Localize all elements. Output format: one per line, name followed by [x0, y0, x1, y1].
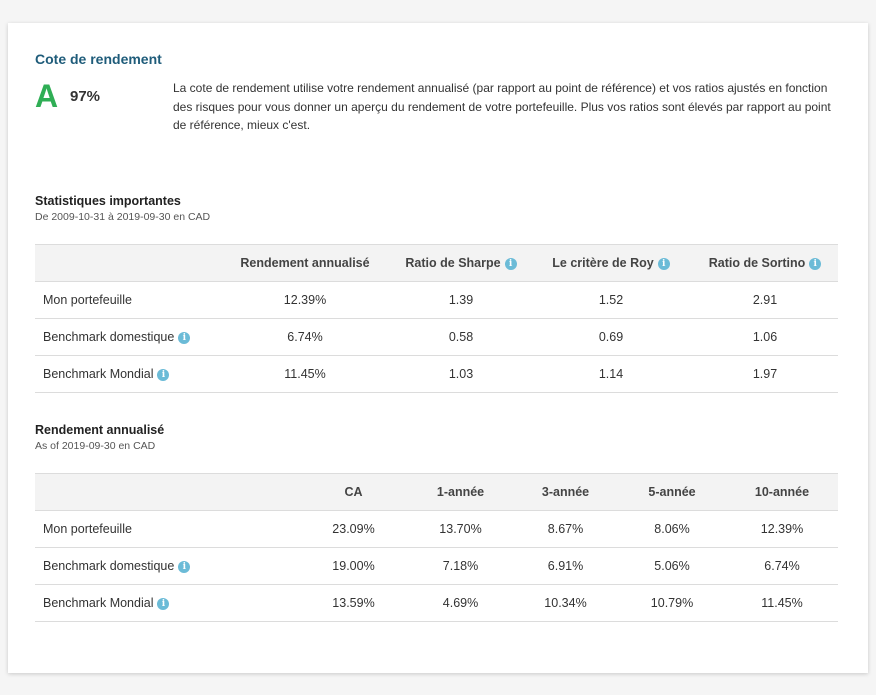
- table-cell: 6.74%: [726, 547, 838, 585]
- stats-header-empty: [35, 244, 218, 282]
- stats-header-annualized: Rendement annualisé: [218, 244, 392, 282]
- row-label: Benchmark Mondial i: [35, 584, 299, 622]
- table-cell: 12.39%: [726, 510, 838, 548]
- table-cell: 4.69%: [408, 584, 513, 622]
- info-icon[interactable]: i: [157, 369, 170, 381]
- annualized-subtitle: As of 2019-09-30 en CAD: [35, 440, 156, 452]
- stats-subtitle: De 2009-10-31 à 2019-09-30 en CAD: [35, 211, 211, 223]
- table-row: Benchmark Mondial i 11.45% 1.03 1.14 1.97: [35, 355, 838, 393]
- table-cell: 2.91: [692, 281, 838, 319]
- table-cell: 19.00%: [299, 547, 408, 585]
- table-cell: 0.58: [392, 318, 530, 356]
- table-cell: 11.45%: [218, 355, 392, 393]
- rating-title: Cote de rendement: [35, 51, 162, 67]
- table-cell: 7.18%: [408, 547, 513, 585]
- row-label: Benchmark domestique i: [35, 547, 299, 585]
- table-cell: 12.39%: [218, 281, 392, 319]
- table-cell: 13.59%: [299, 584, 408, 622]
- rating-percent: 97%: [70, 88, 101, 105]
- info-icon[interactable]: i: [178, 561, 191, 573]
- rating-grade: A: [35, 78, 59, 114]
- info-icon[interactable]: i: [504, 258, 517, 270]
- table-cell: 8.67%: [513, 510, 618, 548]
- table-cell: 1.39: [392, 281, 530, 319]
- performance-card: Cote de rendement A 97% La cote de rende…: [8, 23, 868, 673]
- annualized-header-row: CA 1-année 3-année 5-année 10-année: [35, 473, 838, 511]
- table-cell: 0.69: [530, 318, 692, 356]
- stats-header-roy: Le critère de Roy i: [530, 244, 692, 282]
- stats-table: Rendement annualisé Ratio de Sharpe i Le …: [35, 244, 838, 393]
- table-row: Benchmark Mondial i 13.59% 4.69% 10.34% 1…: [35, 584, 838, 622]
- table-row: Mon portefeuille 12.39% 1.39 1.52 2.91: [35, 281, 838, 319]
- table-row: Benchmark domestique i 6.74% 0.58 0.69 1.…: [35, 318, 838, 356]
- table-cell: 11.45%: [726, 584, 838, 622]
- table-cell: 1.06: [692, 318, 838, 356]
- table-cell: 1.97: [692, 355, 838, 393]
- rating-description: La cote de rendement utilise votre rende…: [173, 81, 831, 132]
- info-icon[interactable]: i: [657, 258, 670, 270]
- annualized-header-5y: 5-année: [618, 473, 726, 511]
- annualized-title: Rendement annualisé: [35, 423, 165, 437]
- table-cell: 10.34%: [513, 584, 618, 622]
- row-label: Benchmark Mondial i: [35, 355, 218, 393]
- annualized-header-3y: 3-année: [513, 473, 618, 511]
- table-cell: 1.03: [392, 355, 530, 393]
- stats-header-row: Rendement annualisé Ratio de Sharpe i Le …: [35, 244, 838, 282]
- row-label: Mon portefeuille: [35, 281, 218, 319]
- table-row: Mon portefeuille 23.09% 13.70% 8.67% 8.0…: [35, 510, 838, 548]
- row-label: Benchmark domestique i: [35, 318, 218, 356]
- table-cell: 6.74%: [218, 318, 392, 356]
- info-icon[interactable]: i: [809, 258, 822, 270]
- table-cell: 1.52: [530, 281, 692, 319]
- annualized-header-1y: 1-année: [408, 473, 513, 511]
- table-cell: 10.79%: [618, 584, 726, 622]
- stats-header-sharpe: Ratio de Sharpe i: [392, 244, 530, 282]
- table-cell: 8.06%: [618, 510, 726, 548]
- table-cell: 13.70%: [408, 510, 513, 548]
- table-cell: 1.14: [530, 355, 692, 393]
- stats-header-sortino: Ratio de Sortino i: [692, 244, 838, 282]
- table-cell: 23.09%: [299, 510, 408, 548]
- table-cell: 6.91%: [513, 547, 618, 585]
- stats-title: Statistiques importantes: [35, 194, 181, 208]
- table-row: Benchmark domestique i 19.00% 7.18% 6.91%…: [35, 547, 838, 585]
- annualized-table: CA 1-année 3-année 5-année 10-année Mon …: [35, 473, 838, 622]
- info-icon[interactable]: i: [178, 332, 191, 344]
- info-icon[interactable]: i: [157, 598, 170, 610]
- annualized-header-10y: 10-année: [726, 473, 838, 511]
- row-label: Mon portefeuille: [35, 510, 299, 548]
- annualized-header-empty: [35, 473, 299, 511]
- annualized-header-ca: CA: [299, 473, 408, 511]
- table-cell: 5.06%: [618, 547, 726, 585]
